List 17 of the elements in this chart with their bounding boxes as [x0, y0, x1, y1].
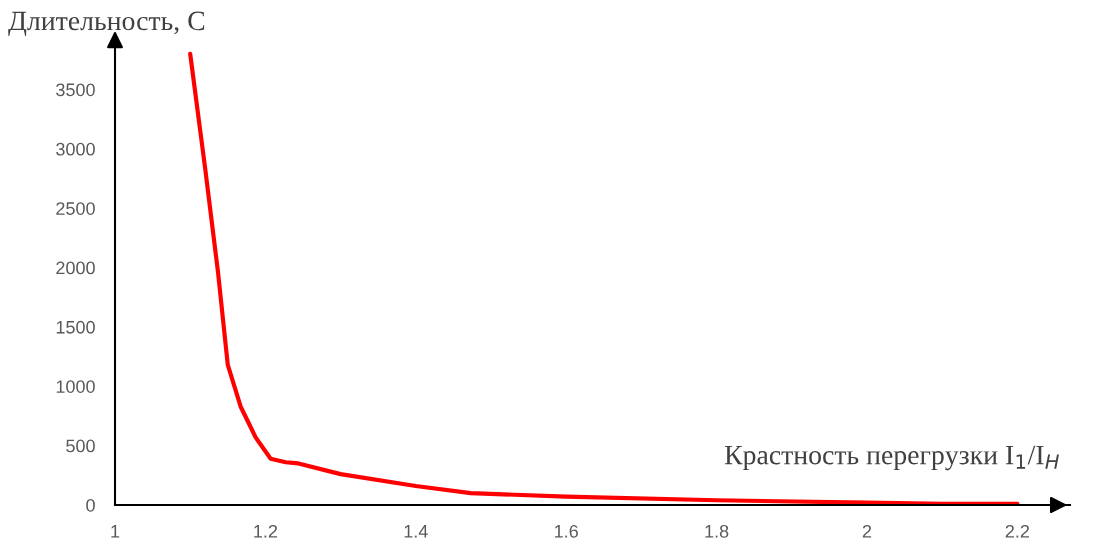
x-tick-label: 1	[111, 525, 120, 538]
x-tick-label: 1.6	[555, 524, 578, 538]
y-tick-label: 2500	[56, 202, 95, 215]
y-tick-label: 1000	[56, 380, 95, 393]
y-tick-label: 3500	[56, 83, 95, 97]
x-tick-label: 2.2	[1005, 524, 1030, 538]
x-tick-label: 1.2	[254, 524, 278, 538]
x-tick-label: 1.4	[404, 525, 428, 538]
y-tick-label: 0	[86, 498, 95, 512]
y-tick-label: 2000	[56, 261, 95, 275]
x-axis-title: Крастность перегрузки I$_{1}$/I$_{H}$	[724, 445, 1059, 471]
y-tick-label: 3000	[56, 142, 95, 156]
y-axis-title: Длительность, С	[8, 11, 205, 36]
x-tick-label: 1.8	[705, 524, 729, 538]
y-tick-label: 1500	[56, 320, 95, 334]
x-tick-label: 2	[862, 524, 872, 538]
y-tick-label: 500	[66, 439, 95, 453]
